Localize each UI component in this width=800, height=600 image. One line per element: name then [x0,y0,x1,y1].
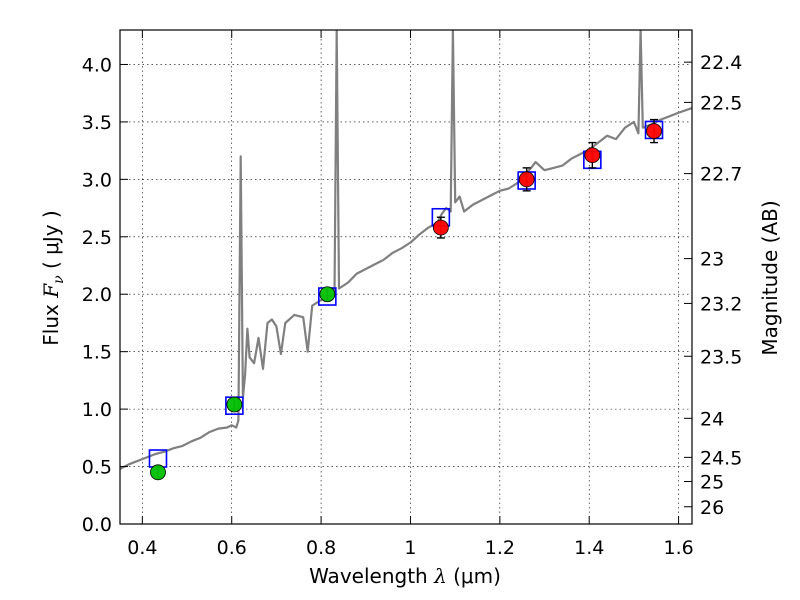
y-axis-label: Flux Fν ( μJy ) [39,210,67,345]
y-tick-label: 0.5 [82,457,112,479]
grid [120,30,692,525]
y-tick-label: 1.5 [82,342,112,364]
nir-point [584,147,601,164]
x-axis-label: Wavelength λ (μm) [309,564,501,588]
y2-tick-label: 24.5 [700,447,742,469]
x-tick-label: 1.2 [485,537,515,559]
optical-point [319,286,336,303]
optical-point [226,396,243,413]
optical-point [150,464,166,481]
y2-tick-label: 22.4 [700,52,742,74]
y2-tick-label: 22.7 [700,164,742,186]
x-tick-label: 1 [404,537,416,559]
y2-tick-label: 26 [700,497,724,519]
nir-point [432,219,449,236]
y-tick-label: 0.0 [82,514,112,536]
y2-tick-label: 23.2 [700,293,742,315]
y2-tick-label: 24 [700,408,724,430]
y2-axis-label: Magnitude (AB) [758,200,782,355]
x-tick-label: 0.6 [217,537,247,559]
y-tick-label: 2.0 [82,284,112,306]
nir-point [646,123,662,139]
y-tick-label: 4.0 [82,54,112,76]
model-photometry-markers [148,120,664,468]
x-tick-label: 0.4 [127,537,157,559]
x-tick-label: 1.6 [663,537,693,559]
observed-photometry-markers [150,118,662,481]
y2-tick-label: 23.5 [700,346,742,368]
y2-tick-label: 22.5 [700,92,742,114]
y-tick-label: 3.5 [82,112,112,134]
x-tick-label: 1.4 [574,537,604,559]
y2-tick-label: 23 [700,249,724,271]
model-spectrum [120,30,692,470]
x-tick-label: 0.8 [306,537,336,559]
nir-point [518,171,535,188]
plot-frame [119,29,693,525]
y2-tick-label: 25 [700,471,724,493]
y-tick-label: 1.0 [82,399,112,421]
axis-ticks: 0.4 0.6 0.8 1 1.2 1.4 1.6 0.0 0.5 1.0 1.5 2.0 2.5 3.0… [82,30,742,559]
spectrum-line [120,30,692,470]
y-tick-label: 2.5 [82,227,112,249]
y-tick-label: 3.0 [82,169,112,191]
